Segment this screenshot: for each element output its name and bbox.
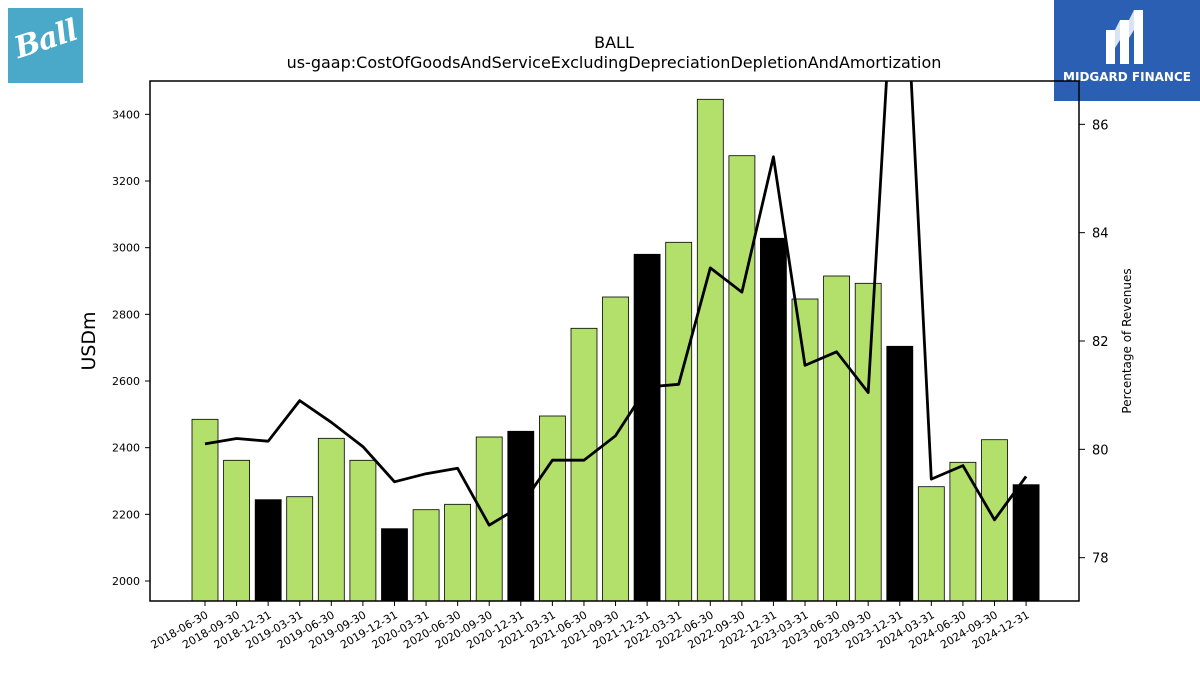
percentage-line-group	[204, 81, 1028, 527]
x-axis: 2018-06-302018-09-302018-12-312019-03-31…	[149, 601, 1032, 652]
percentage-of-revenues-line	[204, 81, 1028, 527]
midgard-finance-brand: MIDGARD FINANCE	[1063, 70, 1191, 84]
bar-2021-09-30	[602, 296, 629, 602]
bar-2023-06-30	[823, 275, 850, 602]
bar-2023-03-31	[791, 298, 819, 602]
y-tick-label: 2600	[112, 375, 140, 388]
bar-2019-06-30	[317, 437, 345, 602]
bar-2019-03-31	[286, 496, 314, 602]
bar-2021-03-31	[539, 415, 566, 602]
bar-2020-12-31	[507, 430, 535, 602]
ball-logo: Ball	[8, 8, 83, 83]
bar-2023-12-31	[886, 345, 914, 602]
bar-2018-09-30	[223, 459, 251, 602]
bar-2022-12-31	[760, 237, 787, 602]
bar-2020-03-31	[412, 509, 440, 602]
bar-2021-12-31	[633, 253, 661, 602]
midgard-mark-icon	[1106, 10, 1143, 64]
bar-2022-09-30	[728, 155, 756, 602]
y2-tick-label: 86	[1092, 118, 1109, 133]
bar-2018-06-30	[191, 418, 219, 602]
bar-2022-06-30	[696, 98, 724, 602]
bar-2021-06-30	[570, 327, 598, 602]
y2-tick-label: 78	[1092, 552, 1109, 567]
bar-2023-09-30	[854, 282, 882, 602]
y2-axis-label: Percentage of Revenues	[1120, 268, 1134, 413]
bar-2024-12-31	[1012, 484, 1040, 602]
chart-subtitle: us-gaap:CostOfGoodsAndServiceExcludingDe…	[287, 53, 942, 72]
bar-2022-03-31	[665, 241, 693, 602]
y-tick-label: 2000	[112, 575, 140, 588]
bar-2019-12-31	[381, 528, 408, 602]
y-tick-label: 2200	[112, 508, 140, 521]
chart-title: BALL	[594, 33, 634, 52]
bar-group	[191, 98, 1040, 602]
bar-2019-09-30	[349, 459, 377, 602]
bar-2024-03-31	[917, 486, 945, 602]
y-tick-label: 2400	[112, 442, 140, 455]
y-tick-label: 3400	[112, 108, 140, 121]
y2-tick-label: 82	[1092, 335, 1109, 350]
y-tick-label: 3200	[112, 175, 140, 188]
bar-2020-06-30	[444, 503, 472, 602]
y-axis-label: USDm	[78, 311, 100, 370]
y-tick-label: 2800	[112, 308, 140, 321]
left-y-axis: 2000 2200 2400 2600 2800 3000 3200 3400	[112, 108, 150, 588]
y2-tick-label: 84	[1092, 227, 1109, 242]
y-tick-label: 3000	[112, 242, 140, 255]
bar-2024-06-30	[949, 461, 977, 602]
right-y-axis: 78 80 82 84 86	[1079, 118, 1109, 567]
y2-tick-label: 80	[1092, 443, 1109, 458]
bar-2018-12-31	[254, 499, 282, 602]
